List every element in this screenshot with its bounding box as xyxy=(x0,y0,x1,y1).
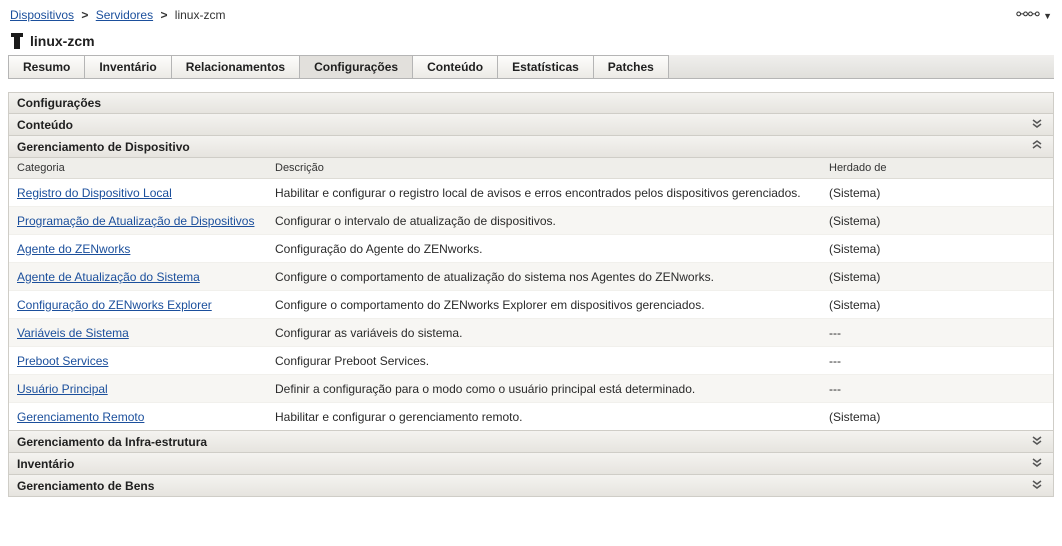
setting-inherited: --- xyxy=(825,326,1053,340)
table-row: Registro do Dispositivo Local Habilitar e… xyxy=(9,179,1053,207)
expand-icon[interactable] xyxy=(1029,456,1045,471)
setting-inherited: (Sistema) xyxy=(825,410,1053,424)
breadcrumb-leaf: linux-zcm xyxy=(175,8,226,22)
section-inventory-label: Inventário xyxy=(17,457,74,471)
grid-body: Registro do Dispositivo Local Habilitar e… xyxy=(9,179,1053,431)
setting-desc: Configure o comportamento de atualização… xyxy=(271,270,825,284)
tab-patches[interactable]: Patches xyxy=(593,55,669,78)
section-assets[interactable]: Gerenciamento de Bens xyxy=(8,474,1054,497)
table-row: Programação de Atualização de Dispositiv… xyxy=(9,207,1053,235)
tab-estatísticas[interactable]: Estatísticas xyxy=(497,55,594,78)
page-title-bar: linux-zcm xyxy=(0,25,1062,55)
section-assets-label: Gerenciamento de Bens xyxy=(17,479,154,493)
setting-link[interactable]: Agente do ZENworks xyxy=(17,242,130,256)
setting-desc: Configurar o intervalo de atualização de… xyxy=(271,214,825,228)
table-row: Configuração do ZENworks Explorer Configu… xyxy=(9,291,1053,319)
setting-desc: Configurar Preboot Services. xyxy=(271,354,825,368)
setting-link[interactable]: Programação de Atualização de Dispositiv… xyxy=(17,214,254,228)
breadcrumb-sep: > xyxy=(81,8,88,22)
tab-relacionamentos[interactable]: Relacionamentos xyxy=(171,55,300,78)
col-desc: Descrição xyxy=(271,162,825,174)
setting-inherited: (Sistema) xyxy=(825,214,1053,228)
table-row: Agente do ZENworks Configuração do Agente… xyxy=(9,235,1053,263)
breadcrumb-mid[interactable]: Servidores xyxy=(96,8,153,22)
setting-inherited: (Sistema) xyxy=(825,298,1053,312)
section-content[interactable]: Conteúdo xyxy=(8,113,1054,136)
grid-header: Categoria Descrição Herdado de xyxy=(9,158,1053,179)
tab-inventário[interactable]: Inventário xyxy=(84,55,171,78)
table-row: Variáveis de Sistema Configurar as variáv… xyxy=(9,319,1053,347)
table-row: Gerenciamento Remoto Habilitar e configur… xyxy=(9,403,1053,431)
setting-link[interactable]: Registro do Dispositivo Local xyxy=(17,186,172,200)
table-row: Usuário Principal Definir a configuração … xyxy=(9,375,1053,403)
settings-grid: Categoria Descrição Herdado de Registro … xyxy=(8,158,1054,431)
section-inventory[interactable]: Inventário xyxy=(8,452,1054,475)
setting-desc: Configurar as variáveis do sistema. xyxy=(271,326,825,340)
section-device-mgmt[interactable]: Gerenciamento de Dispositivo xyxy=(8,135,1054,158)
col-cat: Categoria xyxy=(9,162,271,174)
setting-link[interactable]: Agente de Atualização do Sistema xyxy=(17,270,200,284)
breadcrumb-sep: > xyxy=(160,8,167,22)
tab-configurações[interactable]: Configurações xyxy=(299,55,413,78)
page-title: linux-zcm xyxy=(30,33,95,49)
collapse-icon[interactable] xyxy=(1029,139,1045,154)
section-infra-label: Gerenciamento da Infra-estrutura xyxy=(17,435,207,449)
section-config-label: Configurações xyxy=(17,96,101,110)
link-menu[interactable]: ⚯⚯ ▼ xyxy=(1016,6,1052,23)
breadcrumb-root[interactable]: Dispositivos xyxy=(10,8,74,22)
expand-icon[interactable] xyxy=(1029,478,1045,493)
panel: Configurações Conteúdo Gerenciamento de … xyxy=(8,92,1054,497)
link-icon: ⚯⚯ xyxy=(1016,6,1039,22)
tab-conteúdo[interactable]: Conteúdo xyxy=(412,55,498,78)
setting-inherited: --- xyxy=(825,382,1053,396)
setting-inherited: (Sistema) xyxy=(825,242,1053,256)
col-inh: Herdado de xyxy=(825,162,1053,174)
setting-link[interactable]: Gerenciamento Remoto xyxy=(17,410,144,424)
setting-desc: Configure o comportamento do ZENworks Ex… xyxy=(271,298,825,312)
tab-resumo[interactable]: Resumo xyxy=(8,55,85,78)
chevron-down-icon: ▼ xyxy=(1043,11,1052,21)
setting-link[interactable]: Configuração do ZENworks Explorer xyxy=(17,298,212,312)
section-config[interactable]: Configurações xyxy=(8,92,1054,114)
setting-desc: Configuração do Agente do ZENworks. xyxy=(271,242,825,256)
table-row: Preboot Services Configurar Preboot Servi… xyxy=(9,347,1053,375)
setting-desc: Habilitar e configurar o registro local … xyxy=(271,186,825,200)
table-row: Agente de Atualização do Sistema Configur… xyxy=(9,263,1053,291)
tabs: ResumoInventárioRelacionamentosConfigura… xyxy=(8,55,1054,79)
setting-link[interactable]: Usuário Principal xyxy=(17,382,108,396)
setting-link[interactable]: Preboot Services xyxy=(17,354,108,368)
topbar: Dispositivos > Servidores > linux-zcm ⚯⚯… xyxy=(0,0,1062,25)
section-content-label: Conteúdo xyxy=(17,118,73,132)
setting-desc: Habilitar e configurar o gerenciamento r… xyxy=(271,410,825,424)
expand-icon[interactable] xyxy=(1029,434,1045,449)
section-infra[interactable]: Gerenciamento da Infra-estrutura xyxy=(8,430,1054,453)
setting-inherited: (Sistema) xyxy=(825,270,1053,284)
setting-inherited: (Sistema) xyxy=(825,186,1053,200)
expand-icon[interactable] xyxy=(1029,117,1045,132)
setting-link[interactable]: Variáveis de Sistema xyxy=(17,326,129,340)
server-icon xyxy=(10,33,24,49)
section-device-mgmt-label: Gerenciamento de Dispositivo xyxy=(17,140,190,154)
breadcrumb: Dispositivos > Servidores > linux-zcm xyxy=(10,8,225,22)
setting-inherited: --- xyxy=(825,354,1053,368)
setting-desc: Definir a configuração para o modo como … xyxy=(271,382,825,396)
